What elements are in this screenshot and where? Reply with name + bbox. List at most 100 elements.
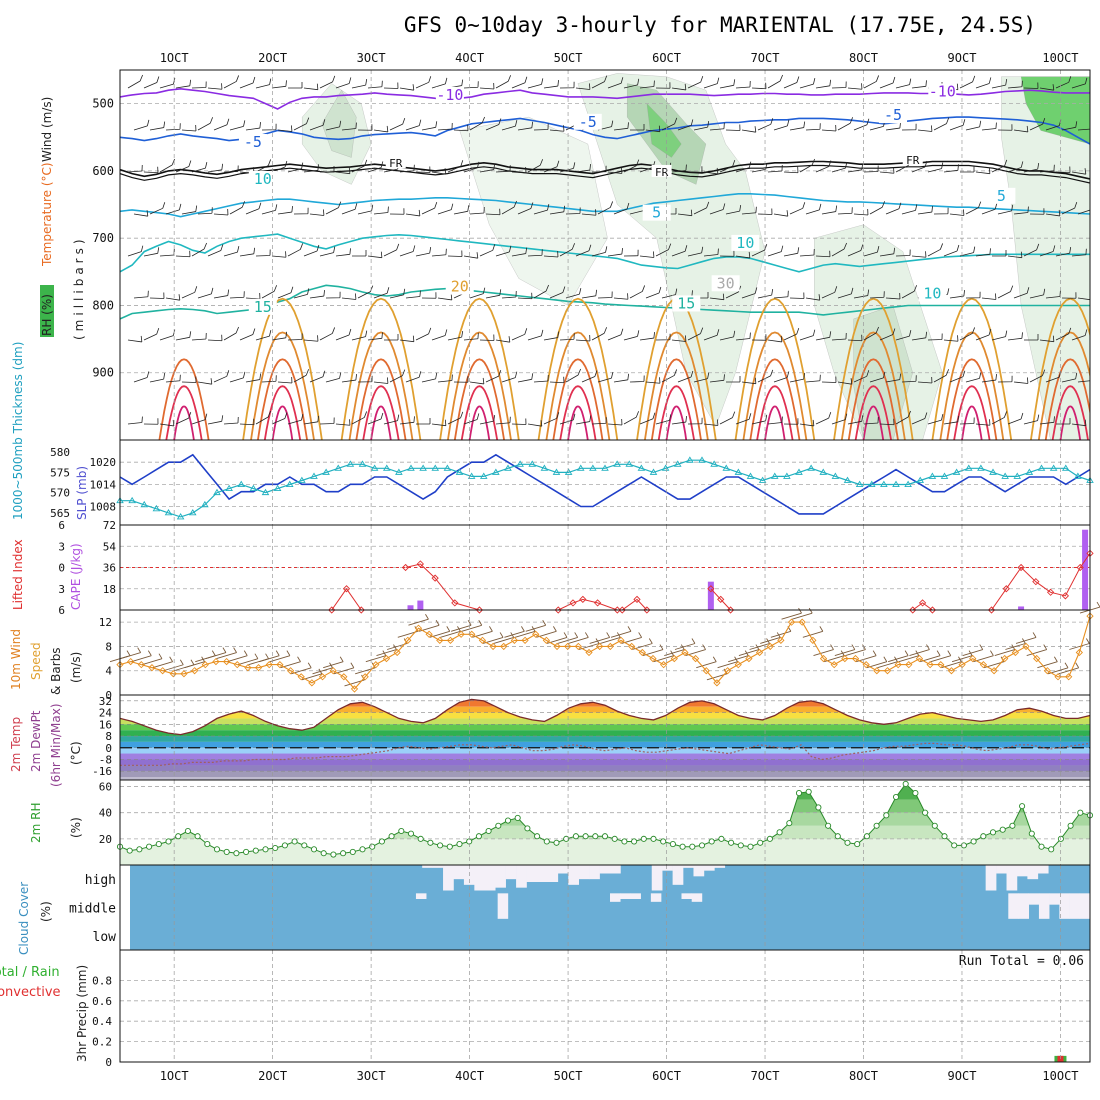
warm-contour	[460, 385, 499, 440]
rh-marker	[136, 846, 143, 853]
wind-barb	[287, 414, 304, 425]
wind-barb	[575, 415, 592, 425]
warm-contour	[1051, 385, 1089, 440]
wind-barb	[671, 83, 687, 91]
wind-barb	[639, 412, 656, 425]
wind-barb	[991, 411, 1008, 425]
thickness-marker	[1025, 468, 1034, 475]
wind-barb	[191, 162, 208, 173]
wind-barb-10m	[557, 632, 579, 644]
rh-marker	[718, 835, 725, 842]
wind-barb	[293, 288, 310, 299]
wind-barb	[869, 291, 885, 299]
wind-speed-marker	[542, 636, 551, 644]
wind-speed-marker	[222, 657, 231, 666]
wind-barb	[927, 162, 944, 173]
wind-barb	[197, 117, 214, 131]
wind-barb	[639, 251, 655, 258]
wind-barb	[597, 291, 613, 299]
wind-barb	[783, 166, 799, 174]
wind-barb	[549, 286, 566, 299]
wind-barb	[181, 205, 198, 215]
isotherm-label-bg	[731, 234, 760, 251]
thickness-marker	[770, 472, 779, 479]
cloud-block-high	[495, 865, 506, 888]
wind-speed-marker	[489, 642, 497, 651]
wind-barb	[607, 248, 623, 257]
wind-barb	[901, 375, 917, 383]
wind-barb	[127, 416, 143, 425]
wind-barb	[677, 209, 693, 217]
rh-marker	[951, 842, 958, 849]
wind-speed-marker	[127, 657, 135, 666]
wind-speed-marker	[883, 667, 892, 675]
wind-barb	[655, 82, 671, 89]
warm-contour	[348, 331, 414, 440]
precip-tick-label: 0.4	[92, 1015, 112, 1028]
cloud-block-high	[453, 865, 465, 880]
wind-barb	[245, 202, 262, 215]
cape-bar	[707, 581, 714, 610]
wind-barb	[703, 248, 719, 257]
wind-barb	[789, 373, 806, 383]
wind-barb	[415, 327, 432, 341]
thickness-marker	[225, 484, 233, 492]
cloud-units: (%)	[39, 901, 53, 922]
wind-barb	[181, 124, 197, 132]
wind-barb	[1023, 163, 1040, 173]
wind-barb-10m	[568, 632, 589, 644]
wind-barb	[767, 245, 784, 257]
wind-speed-marker	[393, 648, 401, 657]
isotherm-label: 5	[652, 204, 661, 222]
wind-barb	[149, 121, 166, 131]
wind-barb	[815, 411, 832, 425]
wind-barb	[895, 78, 912, 89]
thickness-marker	[916, 476, 925, 483]
wind-barb	[671, 416, 687, 425]
wind-barb	[581, 289, 598, 299]
lifted-index-axis-label: Lifted Index	[11, 539, 25, 610]
wind-barb	[175, 160, 192, 173]
rh-marker	[854, 841, 861, 848]
wind-barb-10m	[237, 653, 259, 666]
wind-barb	[751, 414, 768, 425]
wind-barb	[597, 201, 614, 215]
wind-barb	[421, 121, 438, 131]
rh-marker	[388, 833, 395, 840]
warm-contour	[650, 358, 702, 440]
wind-speed-marker	[713, 679, 721, 687]
wind-speed-marker	[766, 642, 774, 651]
wind-speed-marker	[1022, 642, 1030, 651]
wind-barb	[341, 203, 358, 215]
li-tick-label: 3	[58, 583, 65, 596]
wind-barb	[1056, 418, 1071, 425]
wind-barb	[837, 287, 854, 299]
wind-barb	[207, 334, 223, 342]
pressure-tick-label: 800	[92, 298, 114, 312]
wind-barb	[335, 167, 351, 175]
cloud-block-high	[1037, 865, 1049, 874]
wind-barb	[879, 418, 895, 426]
wind-barb	[319, 327, 336, 341]
rh-marker	[592, 833, 599, 840]
wind-barb	[447, 411, 464, 425]
isotherm-5	[120, 193, 1090, 218]
thickness-marker	[601, 464, 609, 471]
wind-barb	[1061, 372, 1078, 383]
wind-barb	[917, 125, 933, 132]
thickness-marker	[334, 464, 343, 471]
wind-barb	[1071, 419, 1087, 427]
wind-barb	[639, 332, 655, 341]
cloud-block-middle	[620, 893, 631, 899]
bottom-x-axis: 1OCT 2OCT 3OCT 4OCT 5OCT 6OCT 7OCT 8OCT 9OCT 10OC…	[160, 1069, 1079, 1083]
bottom-x-tick: 4OCT	[455, 1069, 484, 1083]
warm-contour	[173, 405, 195, 440]
thickness-marker	[273, 484, 282, 492]
warm-contour	[545, 331, 611, 440]
wind-barb	[431, 419, 447, 427]
cloud-layer-label: high	[85, 873, 116, 888]
li-marker	[431, 574, 439, 582]
wind-speed-marker	[809, 636, 817, 644]
wind-barb	[517, 292, 533, 300]
